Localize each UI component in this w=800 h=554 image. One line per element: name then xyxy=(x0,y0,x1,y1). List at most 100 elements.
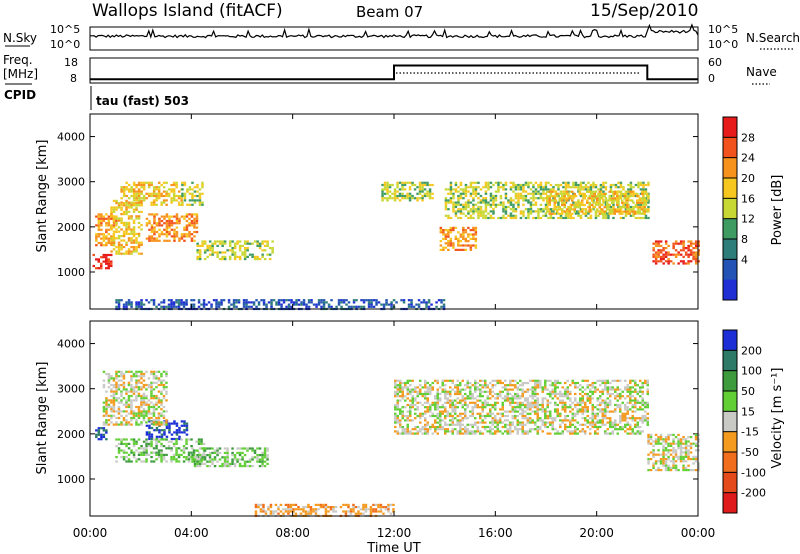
power-echo-cell xyxy=(120,203,123,206)
velocity-echo-cell xyxy=(150,397,153,400)
velocity-echo-cell xyxy=(137,394,141,398)
power-echo-cell xyxy=(252,301,256,304)
velocity-echo-cell xyxy=(258,465,262,468)
velocity-echo-cell xyxy=(646,390,649,393)
power-echo-cell xyxy=(489,210,493,213)
power-echo-cell xyxy=(637,216,640,220)
power-echo-cell xyxy=(408,181,412,184)
power-echo-cell xyxy=(117,202,121,205)
velocity-echo-cell xyxy=(586,419,589,422)
power-echo-cell xyxy=(557,205,560,209)
velocity-echo-cell xyxy=(581,423,584,426)
power-echo-cell xyxy=(137,210,141,213)
velocity-echo-cell xyxy=(157,412,161,415)
power-echo-cell xyxy=(160,219,164,223)
power-echo-cell xyxy=(381,183,384,187)
power-echo-cell xyxy=(107,258,110,261)
power-echo-cell xyxy=(444,235,448,238)
velocity-echo-cell xyxy=(135,442,138,445)
power-echo-cell xyxy=(243,255,247,258)
velocity-echo-cell xyxy=(574,419,577,422)
power-ytick-label: 4000 xyxy=(57,131,85,144)
velocity-ytick-label: 4000 xyxy=(57,338,85,351)
power-echo-cell xyxy=(449,192,453,195)
velocity-echo-cell xyxy=(606,403,609,407)
power-echo-cell xyxy=(110,250,113,253)
power-echo-cell xyxy=(396,194,399,198)
power-echo-cell xyxy=(644,216,648,220)
velocity-echo-cell xyxy=(404,395,407,398)
velocity-echo-cell xyxy=(266,454,269,457)
power-echo-cell xyxy=(280,303,283,306)
velocity-echo-cell xyxy=(241,465,244,468)
nsky-right-tick-top: 10^5 xyxy=(708,23,738,36)
power-echo-cell xyxy=(447,235,450,238)
power-echo-cell xyxy=(300,301,303,304)
velocity-echo-cell xyxy=(489,403,492,407)
velocity-echo-cell xyxy=(426,432,429,435)
power-echo-cell xyxy=(564,212,568,215)
velocity-echo-cell xyxy=(132,375,136,378)
power-echo-cell xyxy=(454,181,458,184)
velocity-echo-cell xyxy=(206,465,209,468)
power-echo-cell xyxy=(155,222,159,225)
velocity-echo-cell xyxy=(409,408,412,411)
velocity-echo-cell xyxy=(489,414,492,418)
velocity-echo-cell xyxy=(162,458,166,461)
power-echo-cell xyxy=(566,199,569,202)
velocity-echo-cell xyxy=(514,406,517,409)
velocity-echo-cell xyxy=(466,403,469,407)
power-echo-cell xyxy=(408,192,412,195)
power-echo-cell xyxy=(626,197,629,200)
power-echo-cell xyxy=(621,206,624,209)
velocity-echo-cell xyxy=(604,414,607,418)
power-echo-cell xyxy=(524,181,528,184)
velocity-echo-cell xyxy=(132,399,136,402)
power-echo-cell xyxy=(382,305,386,308)
power-colorbar-tick-label: 8 xyxy=(741,233,748,246)
power-echo-cell xyxy=(484,197,488,200)
power-echo-cell xyxy=(479,188,483,191)
power-ytick-label: 3000 xyxy=(57,176,85,189)
power-echo-cell xyxy=(578,201,581,204)
power-echo-cell xyxy=(611,208,614,211)
power-echo-cell xyxy=(175,233,179,236)
velocity-echo-cell xyxy=(406,403,409,407)
velocity-echo-cell xyxy=(484,403,487,407)
power-echo-cell xyxy=(563,195,566,198)
velocity-echo-cell xyxy=(611,430,614,433)
power-echo-cell xyxy=(160,230,164,234)
power-echo-cell xyxy=(110,213,113,216)
power-echo-cell xyxy=(165,199,168,202)
power-echo-cell xyxy=(527,210,530,213)
velocity-echo-cell xyxy=(411,395,414,398)
velocity-echo-cell xyxy=(501,432,504,435)
velocity-echo-cell xyxy=(469,410,472,413)
velocity-echo-cell xyxy=(469,390,472,393)
velocity-echo-cell xyxy=(105,431,108,434)
power-echo-cell xyxy=(206,255,209,258)
power-echo-cell xyxy=(479,194,483,198)
velocity-echo-cell xyxy=(132,456,136,459)
velocity-echo-cell xyxy=(426,399,429,402)
power-echo-cell xyxy=(517,203,520,206)
power-echo-cell xyxy=(165,239,169,242)
power-echo-cell xyxy=(657,249,660,252)
power-echo-cell xyxy=(117,217,121,220)
power-echo-cell xyxy=(449,190,453,193)
velocity-echo-cell xyxy=(414,397,417,400)
velocity-echo-cell xyxy=(137,447,141,450)
velocity-echo-cell xyxy=(454,386,457,389)
velocity-echo-cell xyxy=(491,419,494,422)
velocity-echo-cell xyxy=(479,421,482,424)
velocity-echo-cell xyxy=(258,447,262,450)
power-echo-cell xyxy=(177,197,181,200)
power-echo-cell xyxy=(125,206,128,209)
velocity-echo-cell xyxy=(223,460,227,463)
power-echo-cell xyxy=(642,194,645,198)
power-echo-cell xyxy=(682,260,685,263)
velocity-echo-cell xyxy=(616,392,619,396)
velocity-echo-cell xyxy=(664,453,668,456)
velocity-echo-cell xyxy=(409,399,412,402)
power-echo-cell xyxy=(157,190,161,193)
